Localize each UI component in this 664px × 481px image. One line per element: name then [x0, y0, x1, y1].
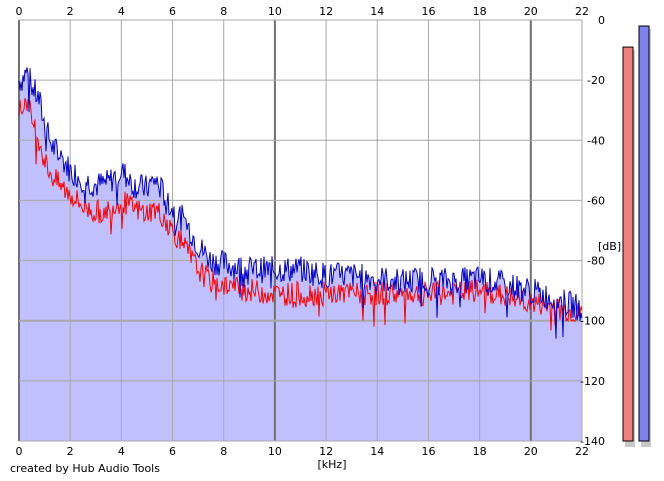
- x-tick-label-top: 20: [524, 5, 538, 18]
- y-tick-label: -80: [587, 255, 605, 268]
- x-tick-label-top: 10: [268, 5, 282, 18]
- x-tick-label-bottom: 14: [370, 445, 384, 458]
- level-meters: [622, 25, 651, 448]
- x-tick-label-top: 16: [421, 5, 435, 18]
- x-tick-label-bottom: 20: [524, 445, 538, 458]
- x-tick-label-top: 8: [220, 5, 227, 18]
- x-tick-label-bottom: 18: [473, 445, 487, 458]
- y-tick-label: -40: [587, 134, 605, 147]
- y-tick-label: -20: [587, 74, 605, 87]
- grid-layer: [18, 19, 583, 442]
- x-tick-label-bottom: 16: [421, 445, 435, 458]
- series-line-blue: [18, 67, 583, 339]
- x-tick-label-top: 2: [67, 5, 74, 18]
- x-tick-label-top: 0: [16, 5, 23, 18]
- x-tick-labels-top: 0 2 4 6 8 10 12 14 16 18 20 22: [16, 5, 590, 18]
- x-tick-label-top: 18: [473, 5, 487, 18]
- x-tick-label-top: 4: [118, 5, 125, 18]
- y-tick-label: -120: [580, 375, 605, 388]
- x-axis-label: [kHz]: [318, 458, 347, 471]
- x-tick-label-bottom: 8: [220, 445, 227, 458]
- y-tick-labels: 0 -20 -40 -60 -80 -100 -120 -140: [580, 14, 605, 448]
- y-tick-label: -140: [580, 435, 605, 448]
- x-tick-label-top: 22: [575, 5, 589, 18]
- credit-text: created by Hub Audio Tools: [10, 462, 160, 475]
- spectrum-area: [19, 67, 582, 442]
- x-tick-label-bottom: 12: [319, 445, 333, 458]
- level-meter-right: [638, 25, 650, 442]
- y-tick-label: -100: [580, 315, 605, 328]
- x-tick-label-bottom: 2: [67, 445, 74, 458]
- series-line-red: [18, 97, 583, 331]
- spectrum-fill-layer: [19, 67, 582, 442]
- x-tick-label-bottom: 4: [118, 445, 125, 458]
- y-tick-label: 0: [598, 14, 605, 27]
- x-tick-label-bottom: 10: [268, 445, 282, 458]
- level-meter-left: [622, 46, 634, 442]
- x-tick-labels-bottom: 0 2 4 6 8 10 12 14 16 18 20 22: [16, 445, 590, 458]
- y-tick-label: -60: [587, 194, 605, 207]
- x-tick-label-top: 12: [319, 5, 333, 18]
- x-tick-label-bottom: 6: [169, 445, 176, 458]
- series-layer: [18, 67, 583, 339]
- x-tick-label-top: 6: [169, 5, 176, 18]
- y-axis-label: [dB]: [598, 240, 621, 253]
- x-tick-label-top: 14: [370, 5, 384, 18]
- x-tick-label-bottom: 0: [16, 445, 23, 458]
- x-tick-label-bottom: 22: [575, 445, 589, 458]
